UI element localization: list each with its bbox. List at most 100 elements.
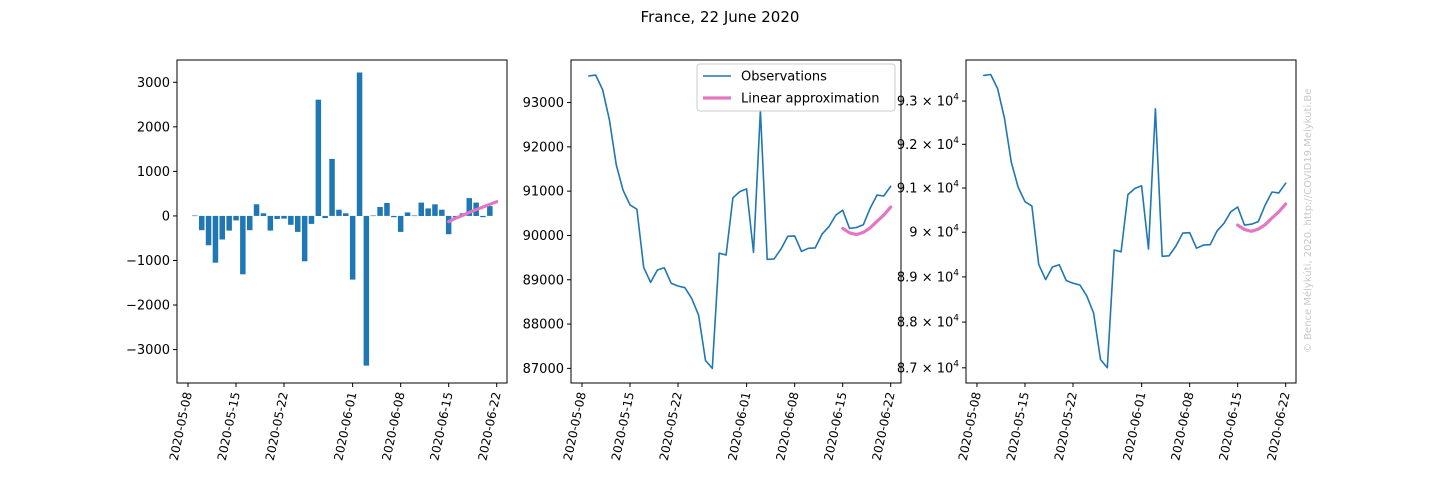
bar <box>377 207 383 216</box>
approximation-line <box>447 200 499 224</box>
bar <box>370 215 376 217</box>
y-tick-label: 9 × 104 <box>909 224 959 241</box>
y-tick-label: 88000 <box>523 318 564 333</box>
legend-label: Linear approximation <box>741 92 879 107</box>
x-tick-label: 2020-06-15 <box>1216 391 1244 462</box>
bar <box>260 213 267 216</box>
x-tick-label: 2020-05-08 <box>956 391 984 462</box>
bar <box>253 204 260 216</box>
y-tick-label: −1000 <box>126 254 170 269</box>
observations-line <box>982 73 1287 369</box>
y-tick-label: 2000 <box>137 120 170 135</box>
bar <box>329 158 335 216</box>
axes-frame <box>965 59 1297 384</box>
bar <box>240 215 246 275</box>
x-tick-label: 2020-06-08 <box>1168 391 1196 462</box>
bar <box>295 215 301 232</box>
y-tick-label: 9.3 × 104 <box>897 93 959 110</box>
approximation-line <box>841 205 893 237</box>
x-tick-label: 2020-05-22 <box>263 391 291 462</box>
y-tick-label: 93000 <box>523 96 564 111</box>
y-tick-label: 92000 <box>523 140 564 155</box>
bar <box>308 215 315 224</box>
y-tick-label: 90000 <box>523 229 564 244</box>
legend: Observations Linear approximation <box>696 63 896 112</box>
bar <box>363 215 370 366</box>
bar <box>439 209 445 216</box>
bar <box>336 209 342 216</box>
bar <box>281 215 287 219</box>
x-tick-label: 2020-06-15 <box>427 391 455 462</box>
bar <box>418 202 424 216</box>
bar <box>445 215 452 235</box>
x-tick-label: 2020-05-15 <box>609 391 637 462</box>
bar <box>212 215 219 263</box>
bar <box>404 212 411 216</box>
bar <box>349 215 356 280</box>
bar <box>322 215 328 219</box>
y-tick-label: 9.2 × 104 <box>897 136 959 153</box>
x-tick-label: 2020-06-01 <box>331 391 359 462</box>
x-tick-label: 2020-06-01 <box>1120 391 1148 462</box>
y-tick-label: 0 <box>162 209 170 224</box>
bar <box>356 72 363 216</box>
bar <box>274 215 280 219</box>
x-tick-label: 2020-05-22 <box>1052 391 1080 462</box>
x-tick-label: 2020-06-22 <box>869 391 897 462</box>
legend-label: Observations <box>741 70 827 85</box>
bar <box>205 215 212 246</box>
y-tick-label: −2000 <box>126 299 170 314</box>
y-tick-label: −3000 <box>126 343 170 358</box>
observations-line <box>587 74 892 370</box>
x-tick-label: 2020-06-08 <box>773 391 801 462</box>
bar <box>391 215 397 218</box>
bar <box>315 99 322 216</box>
x-tick-label: 2020-06-15 <box>821 391 849 462</box>
bar <box>466 198 472 216</box>
panel-observations-log: 8.7 × 104 8.8 × 104 8.9 × 104 9 × 104 9.1 × … <box>897 59 1297 462</box>
x-tick-label: 2020-05-08 <box>167 391 195 462</box>
y-tick-label: 8.8 × 104 <box>897 314 959 331</box>
bar <box>247 215 253 231</box>
x-tick-label: 2020-05-15 <box>1004 391 1032 462</box>
axes-frame <box>176 59 508 384</box>
y-tick-label: 9.1 × 104 <box>897 180 959 197</box>
bar <box>288 215 294 225</box>
bar <box>267 215 274 231</box>
bar <box>432 204 438 216</box>
y-tick-label: 8.9 × 104 <box>897 268 959 285</box>
bar <box>301 215 308 262</box>
y-tick-label: 1000 <box>137 165 170 180</box>
x-tick-label: 2020-06-22 <box>475 391 503 462</box>
bar <box>397 215 404 232</box>
bar <box>192 215 198 217</box>
bar <box>411 215 418 217</box>
bar <box>343 213 349 216</box>
x-tick-label: 2020-06-22 <box>1264 391 1292 462</box>
bar <box>226 215 232 231</box>
x-tick-label: 2020-05-08 <box>561 391 589 462</box>
bar <box>199 215 205 231</box>
bar <box>384 203 390 216</box>
bar <box>219 215 225 240</box>
bar <box>425 208 431 216</box>
bar <box>480 215 486 218</box>
y-tick-label: 87000 <box>523 362 564 377</box>
watermark: © Bence Mélykúti, 2020. http://COVID19.M… <box>1302 89 1314 353</box>
approximation-line <box>1236 202 1288 233</box>
bar <box>233 215 239 221</box>
y-tick-label: 3000 <box>137 76 170 91</box>
x-tick-label: 2020-05-15 <box>215 391 243 462</box>
figure-title: France, 22 June 2020 <box>641 8 800 26</box>
x-tick-label: 2020-06-08 <box>379 391 407 462</box>
axes-frame <box>570 59 902 384</box>
y-tick-label: 89000 <box>523 273 564 288</box>
x-tick-label: 2020-05-22 <box>657 391 685 462</box>
panel-daily-change: −3000 −2000 −1000 0 1000 2000 3000 2020-05-08 20… <box>126 59 508 462</box>
panel-observations-linear: 87000 88000 89000 90000 91000 92000 93000 2020-… <box>523 59 902 462</box>
y-tick-label: 91000 <box>523 185 564 200</box>
bar <box>487 206 493 216</box>
y-tick-label: 8.7 × 104 <box>897 359 959 376</box>
legend-box <box>696 63 896 112</box>
